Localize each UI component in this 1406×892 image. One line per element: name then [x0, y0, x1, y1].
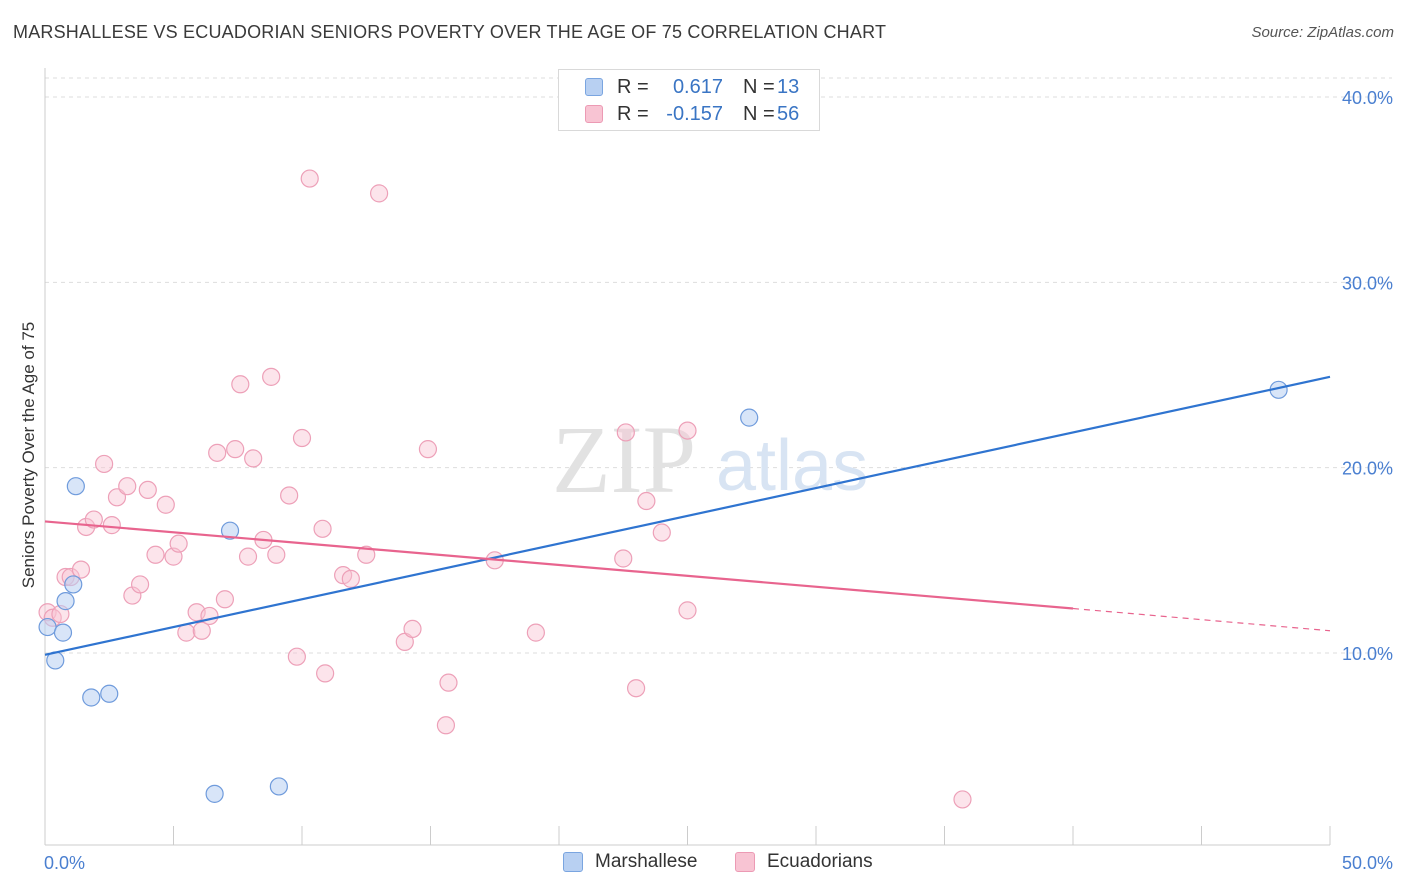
ecuadorians-point	[71, 560, 91, 579]
ecuadorians-trend-extension	[1072, 607, 1331, 632]
ecuadorians-point	[267, 545, 286, 564]
marshallese-point	[100, 684, 119, 703]
ecuadorians-point	[77, 517, 96, 537]
chart-title: MARSHALLESE VS ECUADORIAN SENIORS POVERT…	[13, 22, 887, 42]
marshallese-legend-label: Marshallese	[595, 851, 698, 872]
marshallese-points	[38, 380, 1288, 803]
ecuadorians-point	[637, 491, 656, 511]
ecuadorians-point	[208, 443, 227, 462]
ecuadorians-point	[616, 423, 635, 442]
ecuadorians-point	[652, 523, 671, 542]
ecuadorians-point	[231, 375, 250, 394]
ecuadorians-point	[316, 664, 335, 683]
ecuadorians-point	[678, 421, 697, 440]
marshallese-point	[66, 477, 85, 496]
ecuadorians-point	[169, 534, 188, 553]
marshallese-point	[269, 777, 288, 796]
ecuadorians-point	[262, 367, 281, 386]
marshallese-swatch	[585, 78, 603, 96]
legend-item-ecuadorians[interactable]: Ecuadorians	[735, 851, 873, 873]
ecuadorians-point	[313, 519, 332, 538]
y-tick-label: 40.0%	[1342, 88, 1393, 108]
ecuadorians-point	[107, 488, 127, 507]
watermark: ZIP atlas	[552, 406, 868, 513]
ecuadorians-point	[287, 647, 306, 666]
ecuadorians-point	[678, 601, 697, 620]
ecuadorians-legend-label: Ecuadorians	[767, 851, 873, 872]
n-label: N =	[743, 75, 775, 98]
ecuadorians-point	[439, 673, 458, 692]
ecuadorians-legend-swatch	[735, 852, 755, 872]
gridlines	[45, 77, 1392, 654]
watermark-zip: ZIP	[552, 406, 696, 513]
legend-row-marshallese: R = 0.617 N = 13	[585, 74, 799, 100]
ecuadorians-point	[341, 569, 360, 588]
ecuadorians-point	[418, 440, 438, 459]
ecuadorians-point	[953, 790, 972, 809]
n-value: 13	[777, 75, 800, 98]
ecuadorians-point	[244, 449, 263, 468]
r-value: -0.157	[666, 102, 723, 125]
marshallese-point	[56, 592, 75, 611]
r-label: R =	[617, 102, 649, 125]
ecuadorians-point	[238, 547, 258, 566]
ecuadorians-point	[95, 454, 114, 474]
ecuadorians-point	[84, 510, 103, 529]
y-tick-label: 20.0%	[1342, 459, 1393, 479]
ecuadorians-point	[215, 590, 234, 609]
tick-labels: 10.0% 20.0% 30.0% 40.0% 0.0% 50.0%	[44, 88, 1393, 873]
ecuadorians-point	[146, 545, 165, 564]
trend-lines	[44, 375, 1331, 656]
y-axis-title: Seniors Poverty Over the Age of 75	[19, 322, 38, 588]
marshallese-point	[220, 521, 240, 540]
ecuadorians-point	[292, 428, 312, 448]
ecuadorians-point	[526, 623, 545, 642]
ecuadorians-point	[370, 184, 389, 203]
ecuadorians-swatch	[585, 105, 603, 123]
n-label: N =	[743, 102, 775, 125]
marshallese-point	[205, 784, 224, 803]
ecuadorians-point	[200, 606, 219, 626]
marshallese-trend-line	[44, 375, 1331, 656]
legend-item-marshallese[interactable]: Marshallese	[563, 851, 697, 873]
ecuadorians-point	[357, 545, 376, 564]
marshallese-point	[64, 575, 83, 594]
ecuadorians-point	[192, 621, 211, 640]
legend-row-ecuadorians: R = -0.157 N = 56	[585, 101, 799, 127]
marshallese-point	[53, 623, 73, 642]
ecuadorians-point	[614, 549, 633, 568]
ecuadorians-point	[403, 619, 422, 639]
ecuadorians-point	[102, 516, 121, 535]
ecuadorians-point	[280, 486, 299, 505]
r-value: 0.617	[672, 75, 723, 98]
ecuadorians-point	[130, 575, 150, 594]
marshallese-legend-swatch	[563, 852, 583, 872]
ecuadorians-point	[300, 169, 319, 188]
ecuadorians-point	[138, 480, 157, 500]
ecuadorians-point	[436, 716, 456, 735]
y-tick-label: 30.0%	[1342, 273, 1393, 293]
axes	[44, 68, 1331, 846]
ecuadorians-point	[226, 440, 245, 459]
ecuadorians-point	[156, 495, 175, 514]
ecuadorians-trend-line	[44, 520, 1074, 610]
series-legend: Marshallese Ecuadorians	[0, 851, 1406, 877]
marshallese-point	[82, 688, 101, 707]
y-tick-label: 10.0%	[1342, 644, 1393, 664]
x-tick-label: 0.0%	[44, 853, 85, 873]
marshallese-point	[38, 617, 57, 637]
source-credit: Source: ZipAtlas.com	[1251, 24, 1394, 41]
marshallese-point	[740, 408, 759, 427]
ecuadorians-point	[626, 679, 646, 698]
ecuadorians-point	[118, 477, 137, 496]
n-value: 56	[777, 102, 800, 125]
x-tick-label: 50.0%	[1342, 853, 1393, 873]
stats-legend: R = 0.617 N = 13 R = -0.157 N = 56	[558, 69, 820, 131]
r-label: R =	[617, 75, 649, 98]
